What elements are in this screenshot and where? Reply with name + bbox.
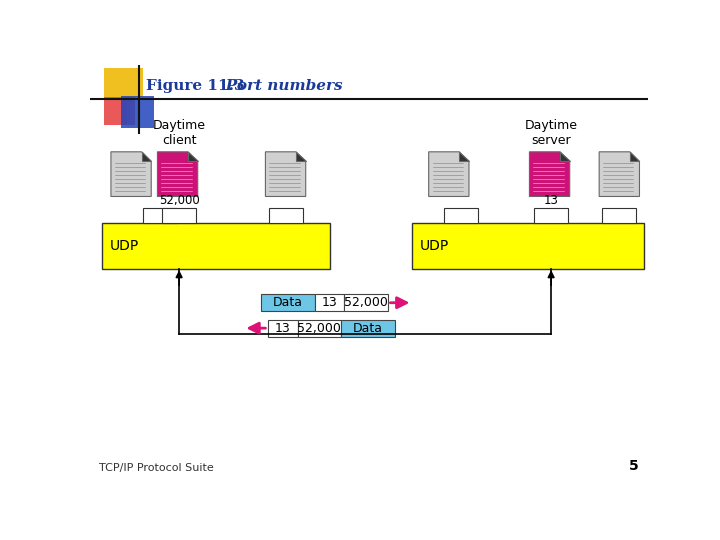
Bar bbox=[269, 320, 297, 336]
Text: 13: 13 bbox=[544, 194, 559, 207]
Bar bbox=[121, 96, 153, 128]
Bar bbox=[143, 208, 177, 224]
Polygon shape bbox=[459, 152, 469, 161]
Bar bbox=[444, 208, 478, 224]
Polygon shape bbox=[428, 152, 469, 197]
Bar bbox=[102, 222, 330, 269]
Bar bbox=[297, 320, 341, 336]
Polygon shape bbox=[188, 152, 198, 161]
Bar bbox=[261, 294, 315, 311]
Bar bbox=[344, 294, 387, 311]
Bar bbox=[341, 320, 395, 336]
Text: Data: Data bbox=[354, 322, 383, 335]
Polygon shape bbox=[142, 152, 151, 161]
Text: Daytime
client: Daytime client bbox=[153, 119, 206, 147]
Text: Port numbers: Port numbers bbox=[210, 79, 343, 92]
Bar bbox=[269, 208, 302, 224]
Bar bbox=[104, 96, 135, 125]
Text: UDP: UDP bbox=[109, 239, 139, 253]
Polygon shape bbox=[266, 152, 306, 197]
Text: Figure 11.3: Figure 11.3 bbox=[145, 79, 244, 92]
Polygon shape bbox=[560, 152, 570, 161]
Polygon shape bbox=[158, 152, 198, 197]
Text: TCP/IP Protocol Suite: TCP/IP Protocol Suite bbox=[99, 463, 214, 473]
Polygon shape bbox=[529, 152, 570, 197]
Polygon shape bbox=[599, 152, 639, 197]
Bar bbox=[602, 208, 636, 224]
Text: UDP: UDP bbox=[419, 239, 449, 253]
Bar bbox=[104, 96, 127, 125]
Bar bbox=[104, 68, 143, 97]
Text: 13: 13 bbox=[275, 322, 291, 335]
Text: 52,000: 52,000 bbox=[158, 194, 199, 207]
Text: 52,000: 52,000 bbox=[297, 322, 341, 335]
Bar bbox=[162, 208, 196, 224]
Polygon shape bbox=[630, 152, 639, 161]
Bar bbox=[315, 294, 344, 311]
Polygon shape bbox=[111, 152, 151, 197]
Text: 52,000: 52,000 bbox=[344, 296, 388, 309]
Polygon shape bbox=[296, 152, 306, 161]
Bar bbox=[534, 208, 568, 224]
Bar bbox=[412, 222, 644, 269]
Text: 5: 5 bbox=[629, 459, 639, 473]
Text: Data: Data bbox=[273, 296, 302, 309]
Text: 13: 13 bbox=[322, 296, 338, 309]
Text: Daytime
server: Daytime server bbox=[525, 119, 577, 147]
